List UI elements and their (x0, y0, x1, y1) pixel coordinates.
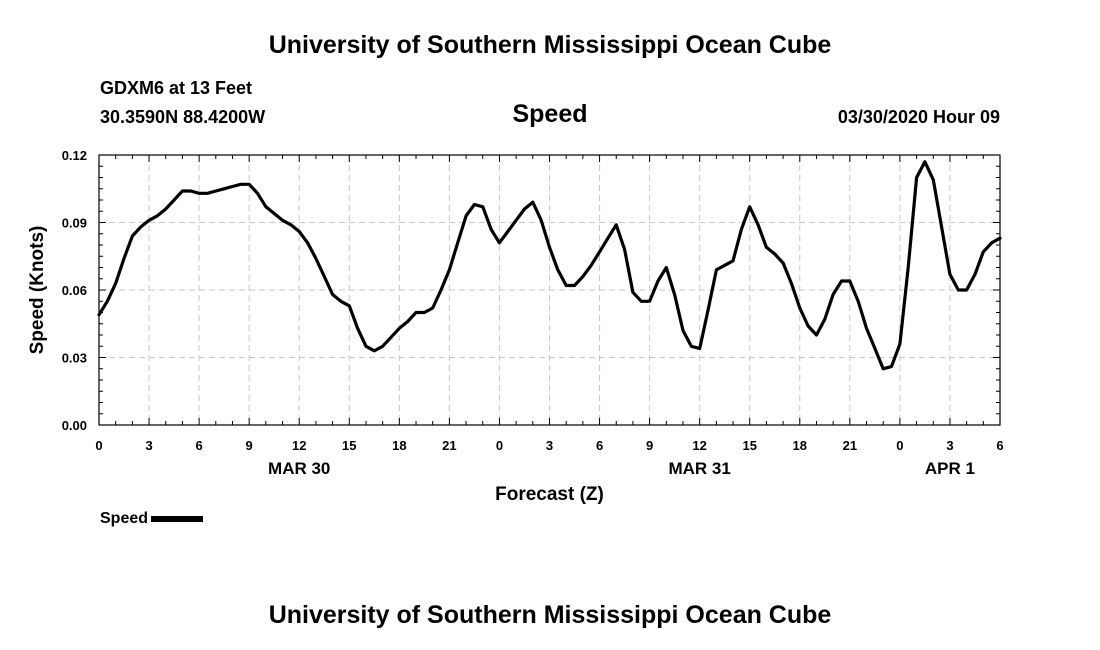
legend: Speed (100, 510, 204, 528)
x-tick-label: 21 (442, 438, 456, 453)
x-axis-label: Forecast (Z) (495, 484, 604, 505)
page-title: University of Southern Mississippi Ocean… (268, 31, 832, 59)
datetime-label: 03/30/2020 Hour 09 (837, 107, 1000, 127)
x-tick-label: 0 (896, 438, 903, 453)
x-tick-label: 6 (195, 438, 202, 453)
series-line-speed (97, 160, 1002, 371)
x-tick-label: 12 (692, 438, 706, 453)
y-tick-label: 0.06 (62, 283, 87, 298)
y-tick-label: 0.12 (62, 148, 87, 163)
legend-label: Speed (100, 510, 149, 527)
chart-title: Speed (512, 100, 588, 128)
y-tick-label: 0.03 (62, 351, 87, 366)
date-label: APR 1 (925, 459, 975, 478)
x-tick-label: 9 (246, 438, 253, 453)
location-label: 30.3590N 88.4200W (100, 107, 266, 127)
y-axis-label: Speed (Knots) (27, 226, 48, 355)
date-label: MAR 31 (668, 459, 730, 478)
x-tick-label: 21 (843, 438, 857, 453)
plot-frame (98, 154, 1001, 426)
x-tick-label: 6 (996, 438, 1003, 453)
legend-swatch (151, 515, 204, 522)
x-tick-label: 3 (145, 438, 152, 453)
x-tick-label: 12 (292, 438, 306, 453)
x-tick-label: 18 (793, 438, 807, 453)
date-label: MAR 30 (268, 459, 330, 478)
y-tick-label: 0.09 (62, 216, 87, 231)
footer-title: University of Southern Mississippi Ocean… (268, 601, 832, 629)
x-tick-label: 9 (646, 438, 653, 453)
x-tick-label: 18 (392, 438, 406, 453)
x-tick-label: 15 (342, 438, 356, 453)
y-tick-label: 0.00 (62, 418, 87, 433)
x-tick-label: 15 (742, 438, 756, 453)
x-tick-label: 0 (496, 438, 503, 453)
station-label: GDXM6 at 13 Feet (100, 78, 253, 98)
x-tick-label: 0 (95, 438, 102, 453)
x-tick-label: 6 (596, 438, 603, 453)
x-tick-label: 3 (546, 438, 553, 453)
x-tick-label: 3 (946, 438, 953, 453)
